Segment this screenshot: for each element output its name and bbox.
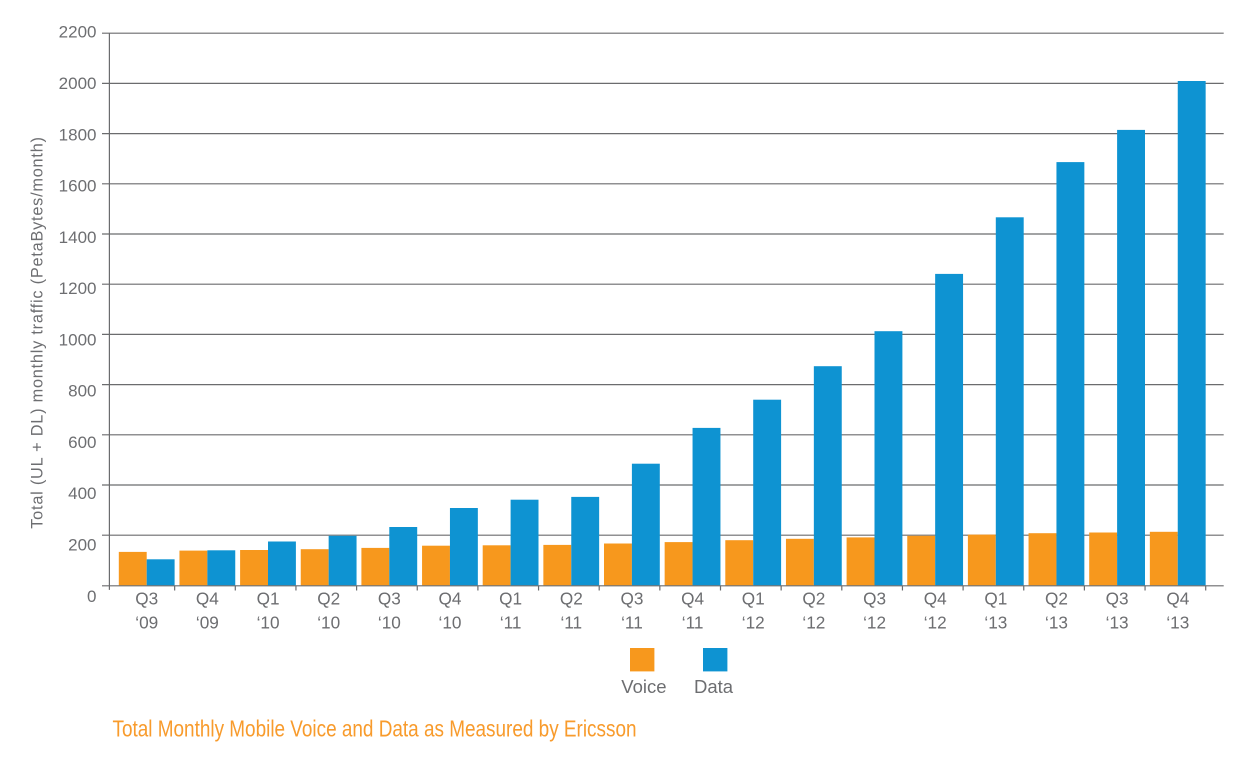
svg-text:‘11: ‘11 (621, 613, 643, 633)
svg-text:0: 0 (87, 587, 96, 606)
svg-text:Q3: Q3 (863, 589, 886, 609)
svg-text:Q1: Q1 (742, 589, 765, 609)
svg-text:2200: 2200 (59, 23, 97, 42)
svg-text:200: 200 (68, 536, 96, 555)
svg-text:Voice: Voice (621, 676, 666, 697)
svg-text:1600: 1600 (59, 177, 97, 196)
svg-text:‘12: ‘12 (863, 613, 886, 633)
svg-text:Q4: Q4 (681, 589, 704, 609)
svg-text:Q4: Q4 (439, 589, 462, 609)
svg-text:‘09: ‘09 (135, 613, 158, 633)
svg-text:Q1: Q1 (499, 589, 522, 609)
svg-text:‘13: ‘13 (1045, 613, 1068, 633)
svg-text:1000: 1000 (59, 330, 97, 349)
svg-text:‘11: ‘11 (682, 613, 704, 633)
svg-text:‘12: ‘12 (924, 613, 947, 633)
svg-text:‘10: ‘10 (439, 613, 462, 633)
svg-text:Total Monthly Mobile Voice and: Total Monthly Mobile Voice and Data as M… (113, 715, 637, 741)
svg-text:600: 600 (68, 433, 96, 452)
svg-text:Q1: Q1 (257, 589, 280, 609)
svg-text:Q2: Q2 (1045, 589, 1068, 609)
svg-text:‘10: ‘10 (378, 613, 401, 633)
svg-text:Q2: Q2 (802, 589, 825, 609)
svg-text:Q2: Q2 (317, 589, 340, 609)
svg-text:Q1: Q1 (984, 589, 1007, 609)
svg-text:Q4: Q4 (1166, 589, 1189, 609)
svg-text:‘11: ‘11 (560, 613, 582, 633)
svg-text:1400: 1400 (59, 228, 97, 247)
svg-text:1200: 1200 (59, 279, 97, 298)
svg-text:Q3: Q3 (135, 589, 158, 609)
svg-text:800: 800 (68, 382, 96, 401)
svg-text:‘13: ‘13 (984, 613, 1007, 633)
svg-text:‘11: ‘11 (500, 613, 522, 633)
svg-text:Q3: Q3 (1106, 589, 1129, 609)
svg-text:2000: 2000 (59, 74, 97, 93)
svg-text:‘10: ‘10 (257, 613, 280, 633)
svg-text:Q3: Q3 (378, 589, 401, 609)
svg-text:Data: Data (694, 676, 734, 697)
svg-text:Q4: Q4 (196, 589, 219, 609)
svg-text:1800: 1800 (59, 125, 97, 144)
svg-text:‘12: ‘12 (802, 613, 825, 633)
svg-text:Q3: Q3 (620, 589, 643, 609)
svg-text:‘13: ‘13 (1106, 613, 1129, 633)
svg-text:Q2: Q2 (560, 589, 583, 609)
svg-text:Q4: Q4 (924, 589, 947, 609)
svg-text:400: 400 (68, 484, 96, 503)
svg-text:‘13: ‘13 (1166, 613, 1189, 633)
svg-text:‘10: ‘10 (317, 613, 340, 633)
svg-text:‘09: ‘09 (196, 613, 219, 633)
svg-text:Total (UL + DL) monthly traffi: Total (UL + DL) monthly traffic (PetaByt… (29, 136, 47, 528)
svg-text:‘12: ‘12 (742, 613, 765, 633)
